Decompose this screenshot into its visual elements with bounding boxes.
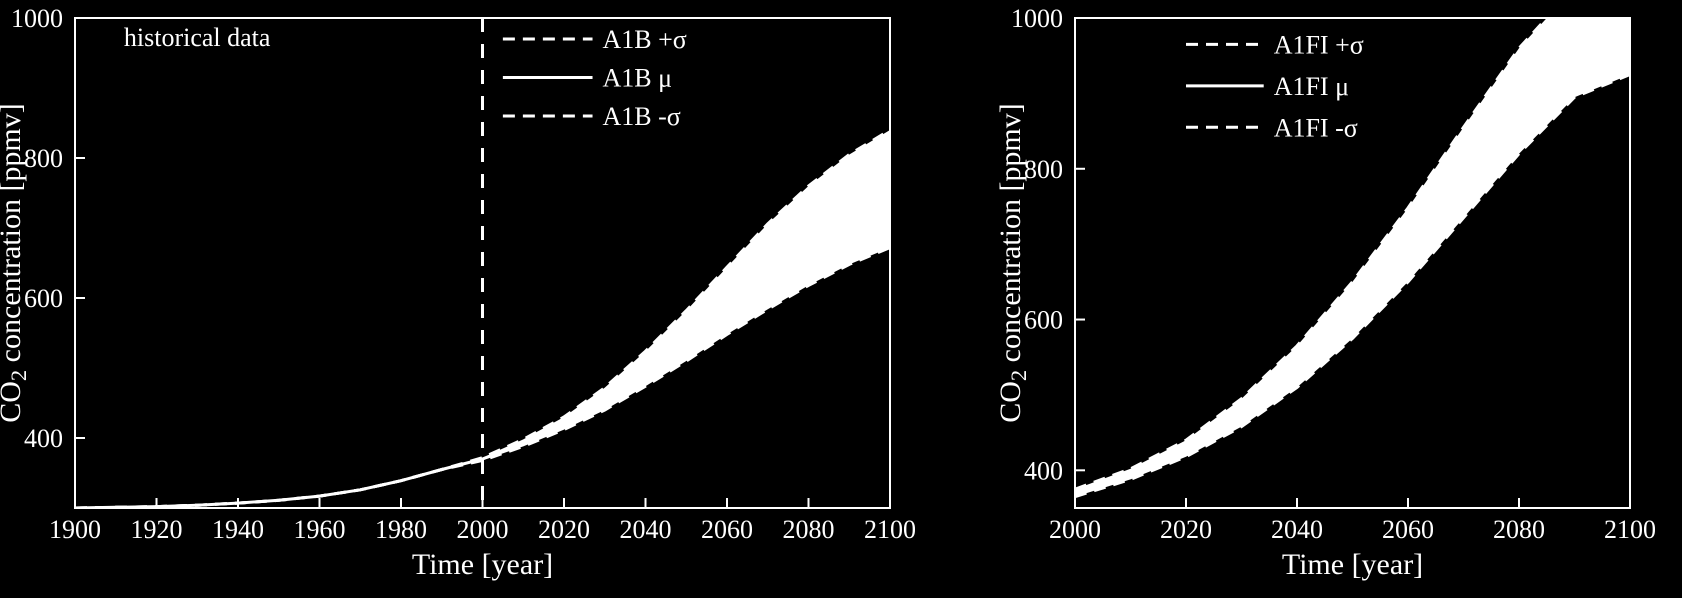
y-tick-label: 800 (1024, 155, 1063, 184)
x-tick-label: 2100 (1604, 515, 1656, 544)
x-axis-title: Time [year] (1282, 548, 1423, 581)
y-axis-title: CO2 concentration [ppmv] (994, 103, 1031, 423)
x-tick-label: 2020 (1160, 515, 1212, 544)
right-panel: 2000 2020 2040 2060 2080 2100 400 600 800 1000 Tim… (0, 0, 1682, 598)
x-tick-label: 2060 (1382, 515, 1434, 544)
x-tick-label: 2000 (1049, 515, 1101, 544)
x-tick-label: 2040 (1271, 515, 1323, 544)
legend-label: A1FI -σ (1274, 113, 1358, 142)
legend-label: A1FI +σ (1274, 30, 1364, 59)
x-tick-label: 2080 (1493, 515, 1545, 544)
y-tick-label: 400 (1024, 456, 1063, 485)
uncertainty-band (1075, 18, 1630, 497)
y-tick-label: 600 (1024, 306, 1063, 335)
legend-label: A1FI μ (1274, 72, 1349, 101)
y-tick-label: 1000 (1011, 4, 1063, 33)
